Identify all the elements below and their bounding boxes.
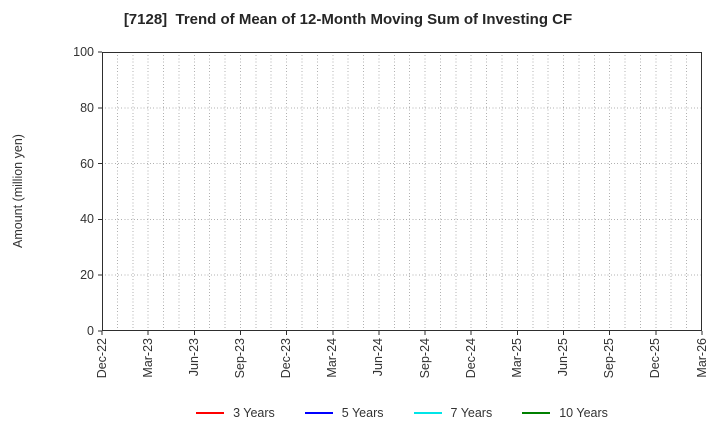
legend-label: 7 Years — [450, 406, 493, 420]
legend-item-5-years: 5 Years — [304, 406, 384, 420]
legend-item-10-years: 10 Years — [522, 406, 608, 420]
legend-label: 3 Years — [233, 406, 275, 420]
x-tick-label: Mar-23 — [140, 338, 155, 378]
x-tick-label: Sep-23 — [232, 338, 247, 379]
x-tick-label: Mar-25 — [509, 338, 524, 378]
x-tick-label: Jun-24 — [371, 338, 386, 377]
x-tick-label: Mar-24 — [325, 338, 340, 378]
y-tick-label: 20 — [80, 268, 94, 283]
legend-swatch — [522, 411, 551, 415]
x-tick-label: Jun-25 — [556, 338, 571, 377]
y-tick-label: 0 — [87, 324, 94, 338]
x-tick-label: Dec-23 — [279, 338, 294, 379]
legend-item-3-years: 3 Years — [196, 406, 275, 420]
chart-title: [7128] Trend of Mean of 12-Month Moving … — [123, 11, 573, 28]
y-tick-label: 60 — [80, 156, 94, 171]
x-tick-label: Dec-25 — [648, 338, 663, 379]
y-tick-label: 100 — [73, 45, 94, 59]
x-tick-label: Dec-22 — [94, 338, 109, 379]
legend-swatch — [413, 411, 442, 415]
plot-area — [102, 52, 702, 331]
legend: 3 Years 5 Years 7 Years 10 Years — [102, 404, 702, 422]
legend-label: 10 Years — [559, 406, 608, 420]
legend-swatch — [304, 411, 333, 415]
x-tick-label: Sep-25 — [602, 338, 617, 379]
legend-label: 5 Years — [341, 406, 384, 420]
grid-lines — [102, 52, 702, 331]
legend-swatch — [196, 411, 225, 415]
x-tick-label: Jun-23 — [186, 338, 201, 377]
y-tick-label: 80 — [80, 100, 94, 115]
legend-item-7-years: 7 Years — [413, 406, 493, 420]
y-tick-label: 40 — [80, 212, 94, 227]
x-tick-label: Dec-24 — [463, 338, 478, 379]
x-tick-label: Mar-26 — [694, 338, 709, 378]
x-tick-label: Sep-24 — [417, 338, 432, 379]
y-axis-label: Amount (million yen) — [11, 134, 25, 249]
